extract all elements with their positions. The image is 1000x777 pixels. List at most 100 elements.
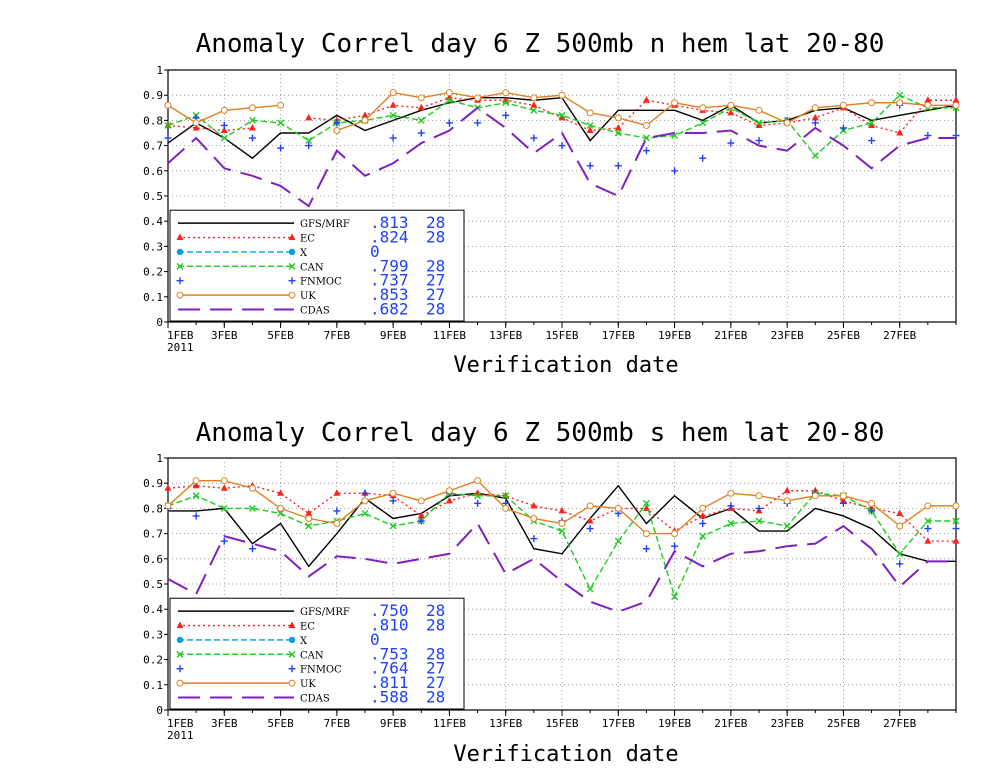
data-point [699,511,707,519]
data-point [586,126,594,133]
data-point [389,497,397,505]
y-tick-label: 0.1 [143,679,163,692]
x-tick-label: 27FEB [883,329,916,342]
y-tick-label: 0.4 [143,215,163,228]
legend-marker [176,233,184,241]
data-point-stroke [896,91,904,99]
data-point-stroke [671,132,679,140]
data-point [220,121,228,129]
y-tick-label: 0.8 [143,114,163,127]
legend-marker [176,650,184,658]
data-point-stroke [248,504,256,512]
data-point [642,121,650,129]
legend-count: 27 [426,285,445,304]
data-point [896,560,904,568]
data-point [333,507,341,515]
data-point-stroke [699,532,707,540]
series-group [164,89,960,208]
series-uk [164,477,960,538]
x-tick-label: 13FEB [489,329,522,342]
legend-entry: CDAS .682 28 [178,300,445,319]
legend-series-name: X [300,248,308,259]
x-tick-label: 15FEB [545,329,578,342]
legend-score: .799 [370,256,409,275]
y-tick-label: 0.5 [143,578,163,591]
legend-marker [288,621,296,629]
series-can [164,91,960,160]
x-axis-label: Verification date [453,742,678,767]
legend-count: 28 [426,228,445,247]
series-uk [164,89,960,134]
data-point-stroke [277,509,285,517]
data-point [896,91,904,99]
data-point [502,89,510,97]
data-point-stroke [220,504,228,512]
legend-score: .810 [370,616,409,635]
legend-score: 0 [370,242,380,261]
legend-score: .824 [370,228,409,247]
legend-marker [288,679,296,687]
data-point-stroke [220,134,228,142]
y-tick-label: 0.2 [143,266,163,279]
series-cdas [167,521,956,613]
series-line [167,106,956,208]
data-point-stroke [164,121,172,129]
legend-entry: CAN .753 28 [176,644,445,663]
data-point [868,137,876,145]
data-point [924,517,932,525]
data-point [671,530,679,538]
data-point [811,104,819,112]
data-point [333,520,341,528]
legend-marker [288,291,296,299]
y-tick-label: 0.7 [143,528,163,541]
data-point [924,537,932,544]
legend-marker [176,277,184,285]
series-group [164,477,960,613]
data-point [220,484,228,491]
x-tick-label: 21FEB [714,717,747,730]
data-point [305,113,313,121]
legend-marker [176,262,184,270]
legend-count: 27 [426,659,445,678]
data-point [474,499,482,507]
data-point-stroke [642,134,650,142]
data-point-stroke [924,517,932,525]
data-point [277,489,285,496]
legend-count: 28 [426,616,445,635]
legend-marker [176,291,184,299]
legend-count: 27 [426,673,445,692]
data-point [164,484,172,491]
data-point-stroke [305,522,313,530]
data-point [755,137,763,145]
data-point [868,99,876,107]
data-point [671,99,679,107]
data-point-stroke [305,137,313,145]
data-point [361,116,369,124]
data-point [896,129,904,136]
legend-entry: FNMOC .737 27 [176,271,445,290]
data-point-stroke [586,585,594,593]
data-point [220,134,228,142]
data-point [389,89,397,97]
series-line [167,492,956,599]
data-point [192,123,200,131]
legend-score: .811 [370,673,409,692]
data-point-stroke [868,119,876,127]
legend-series-name: FNMOC [300,665,342,676]
data-point [558,520,566,528]
x-tick-label: 3FEB [211,329,238,342]
data-point [952,502,960,510]
x-tick-label: 23FEB [771,329,804,342]
data-point [868,499,876,507]
data-point [671,167,679,175]
legend-entry: UK .853 27 [176,285,445,304]
data-point [558,142,566,150]
data-point [699,154,707,162]
legend-box [169,209,465,322]
data-point [868,119,876,127]
data-point [333,489,341,496]
data-point [924,502,932,510]
